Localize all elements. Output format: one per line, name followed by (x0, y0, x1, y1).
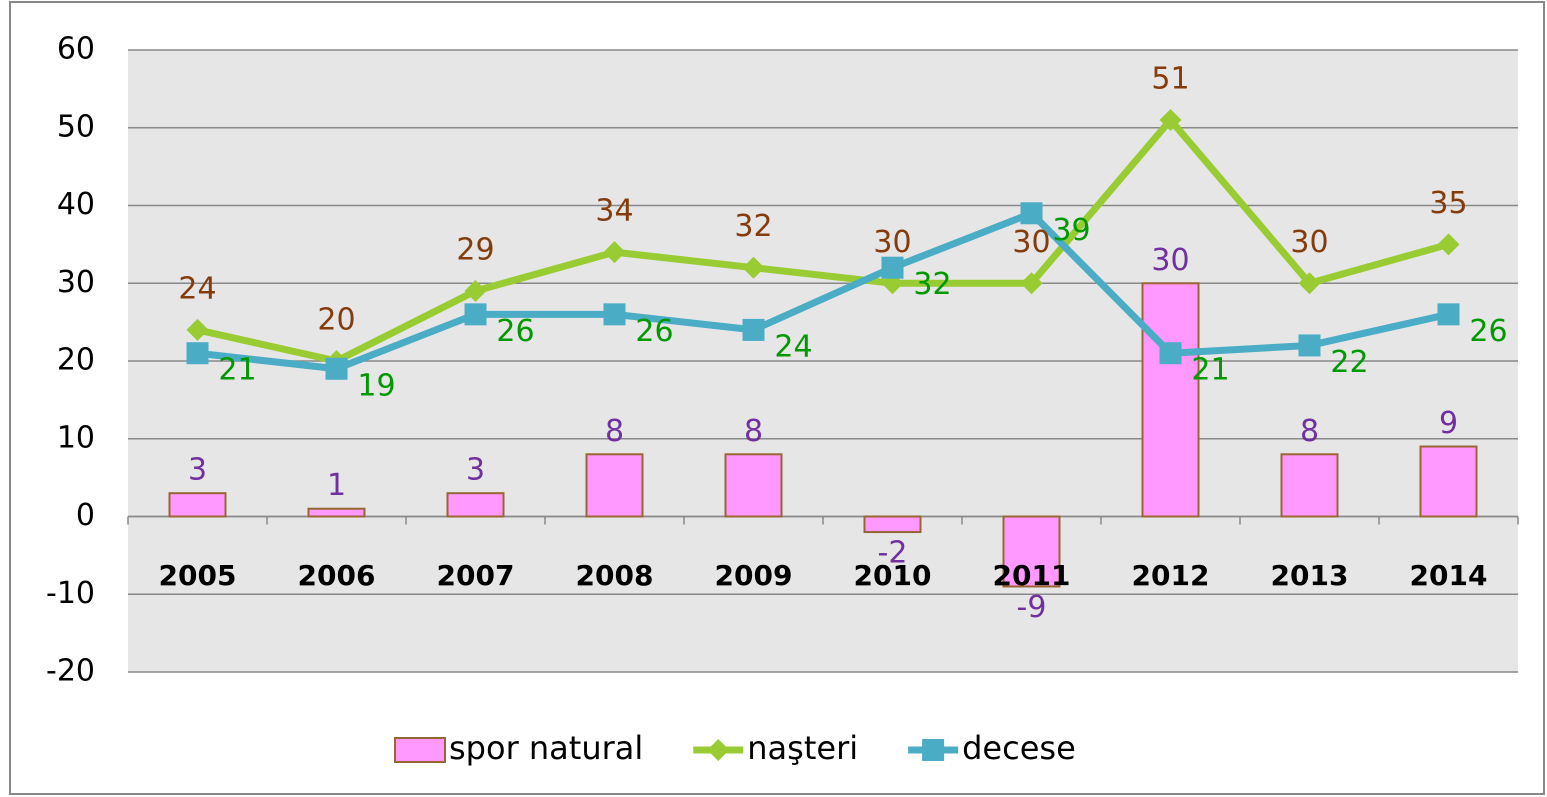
bar (863, 515, 922, 534)
marker (186, 318, 209, 341)
marker (1437, 233, 1460, 256)
marker (464, 303, 487, 326)
bar (1419, 445, 1478, 518)
bar (307, 507, 366, 518)
bar (585, 453, 644, 518)
y-tick-label: 30 (57, 265, 95, 300)
bar (724, 453, 783, 518)
data-label: -9 (1017, 590, 1047, 625)
bar (446, 492, 505, 518)
marker (742, 256, 765, 279)
x-tick-label: 2014 (1410, 559, 1488, 592)
data-label: 8 (605, 414, 624, 449)
data-label: 9 (1439, 406, 1458, 441)
y-tick-label: 40 (57, 187, 95, 222)
data-label: 19 (357, 368, 395, 403)
legend-marker (922, 739, 945, 761)
marker (464, 280, 487, 303)
data-label: -2 (878, 536, 908, 571)
marker (742, 318, 765, 341)
marker (1298, 272, 1321, 295)
marker (1298, 334, 1321, 357)
data-label: 24 (178, 271, 216, 306)
marker (186, 342, 209, 365)
data-label: 29 (456, 233, 494, 268)
data-label: 21 (218, 353, 256, 388)
x-tick-label: 2006 (298, 559, 376, 592)
y-tick-label: 50 (57, 109, 95, 144)
data-label: 3 (188, 453, 207, 488)
data-label: 24 (774, 329, 812, 364)
x-tick-label: 2008 (576, 559, 654, 592)
data-label: 30 (1290, 225, 1328, 260)
data-label: 30 (873, 225, 911, 260)
data-label: 35 (1429, 186, 1467, 221)
data-label: 26 (1469, 314, 1507, 349)
data-label: 3 (466, 453, 485, 488)
marker (1159, 342, 1182, 365)
x-tick-label: 2010 (854, 559, 932, 592)
data-label: 21 (1191, 353, 1229, 388)
line (196, 116, 1450, 365)
marker (1020, 272, 1043, 295)
y-tick-label: 60 (57, 32, 95, 67)
data-label: 32 (913, 267, 951, 302)
data-label: 34 (595, 194, 633, 229)
marker (603, 303, 626, 326)
data-label: 32 (734, 209, 772, 244)
data-label: 22 (1330, 345, 1368, 380)
marker (603, 241, 626, 264)
x-tick-label: 2012 (1132, 559, 1210, 592)
bar (1141, 282, 1200, 518)
bar (1280, 453, 1339, 518)
data-label: 1 (327, 468, 346, 503)
marker (1159, 108, 1182, 131)
line (197, 209, 1450, 373)
y-tick-label: -10 (46, 576, 95, 611)
legend-label: naşteri (747, 729, 858, 767)
y-tick-label: 20 (57, 343, 95, 378)
data-label: 39 (1052, 213, 1090, 248)
data-label: 26 (496, 314, 534, 349)
x-tick-label: 2009 (715, 559, 793, 592)
data-label: 30 (1151, 243, 1189, 278)
legend-marker (707, 739, 730, 761)
marker (881, 256, 904, 279)
x-tick-label: 2013 (1271, 559, 1349, 592)
y-tick-label: 10 (57, 420, 95, 455)
x-tick-label: 2005 (159, 559, 237, 592)
y-tick-label: 0 (76, 498, 95, 533)
legend-label: decese (962, 729, 1076, 767)
marker (1437, 303, 1460, 326)
data-label: 51 (1151, 61, 1189, 96)
x-tick-label: 2011 (993, 559, 1071, 592)
bar (1002, 515, 1061, 588)
bar (168, 492, 227, 518)
marker (1020, 202, 1043, 225)
data-label: 20 (317, 303, 355, 338)
data-label: 8 (1300, 414, 1319, 449)
marker (325, 357, 348, 380)
data-label: 26 (635, 314, 673, 349)
legend-swatch (394, 737, 446, 763)
y-tick-label: -20 (46, 654, 95, 689)
data-label: 30 (1012, 225, 1050, 260)
data-label: 8 (744, 414, 763, 449)
x-tick-label: 2007 (437, 559, 515, 592)
legend-label: spor natural (449, 729, 643, 767)
